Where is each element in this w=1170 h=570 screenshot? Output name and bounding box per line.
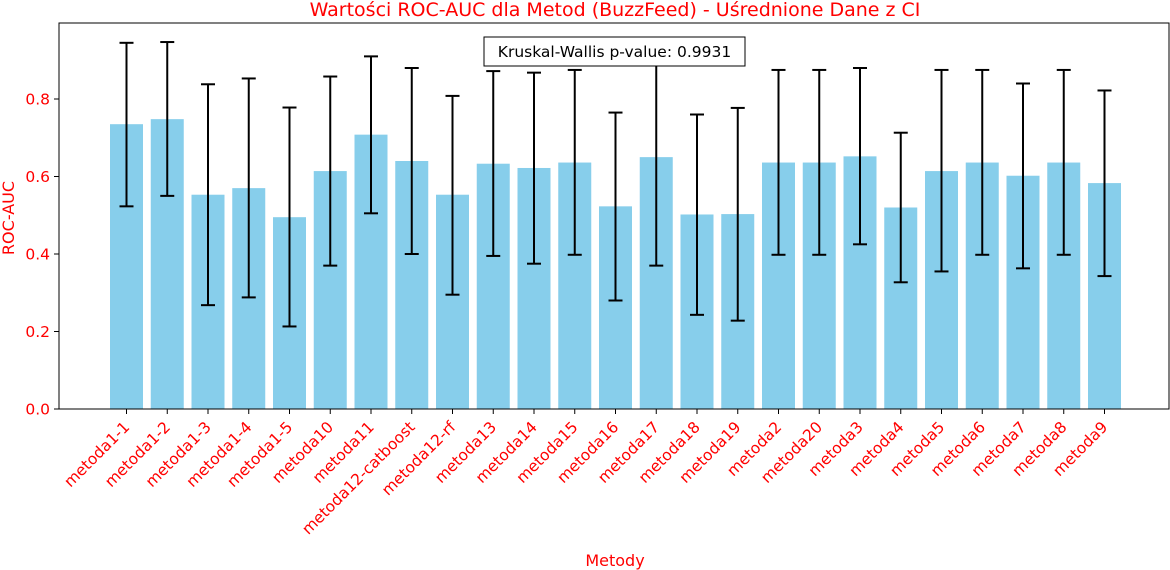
y-axis-label: ROC-AUC — [0, 181, 18, 255]
error-bar-metoda1-4 — [241, 77, 256, 299]
error-bar-metoda12-rf — [445, 94, 460, 296]
error-bar-metoda10 — [323, 75, 338, 267]
error-bar-metoda3 — [853, 67, 867, 246]
y-tick-label-0.0: 0.0 — [25, 401, 50, 419]
error-bars — [119, 41, 1112, 328]
bars — [110, 119, 1121, 410]
y-axis: 0.0 0.2 0.4 0.6 0.8 — [25, 91, 59, 419]
kruskal-wallis-annotation: Kruskal-Wallis p-value: 0.9931 — [498, 43, 731, 61]
error-bar-metoda1-2 — [160, 41, 175, 197]
error-bar-metoda14 — [527, 71, 541, 265]
error-bar-metoda20 — [812, 68, 827, 256]
error-bar-metoda1-5 — [282, 106, 297, 328]
y-tick-label-0.4: 0.4 — [25, 246, 50, 264]
error-bar-metoda16 — [608, 111, 623, 302]
plot-frame — [58, 22, 1170, 410]
error-bar-metoda15 — [567, 68, 582, 256]
y-tick-label-0.2: 0.2 — [25, 323, 50, 341]
y-tick-label-0.8: 0.8 — [25, 91, 50, 109]
error-bar-metoda5 — [934, 68, 949, 273]
chart-title: Wartości ROC-AUC dla Metod (BuzzFeed) - … — [310, 0, 921, 21]
error-bar-metoda12-catboost — [404, 67, 419, 255]
error-bar-metoda1-1 — [119, 41, 134, 208]
error-bar-metoda1-3 — [201, 83, 215, 307]
x-axis: metoda1-1metoda1-2metoda1-3metoda1-4meto… — [61, 409, 1111, 538]
y-tick-label-0.6: 0.6 — [25, 168, 50, 186]
annotation-box: Kruskal-Wallis p-value: 0.9931 — [483, 36, 746, 67]
error-bar-metoda2 — [771, 68, 786, 256]
error-bar-metoda19 — [730, 106, 745, 322]
error-bar-metoda7 — [1016, 82, 1030, 270]
error-bar-metoda13 — [486, 70, 501, 257]
x-axis-label: Metody — [585, 551, 644, 570]
error-bar-metoda6 — [975, 68, 990, 256]
error-bar-metoda4 — [893, 131, 908, 284]
error-bar-metoda9 — [1097, 89, 1112, 278]
error-bar-metoda11 — [364, 55, 378, 215]
error-bar-metoda18 — [690, 113, 704, 316]
error-bar-metoda8 — [1056, 68, 1071, 256]
